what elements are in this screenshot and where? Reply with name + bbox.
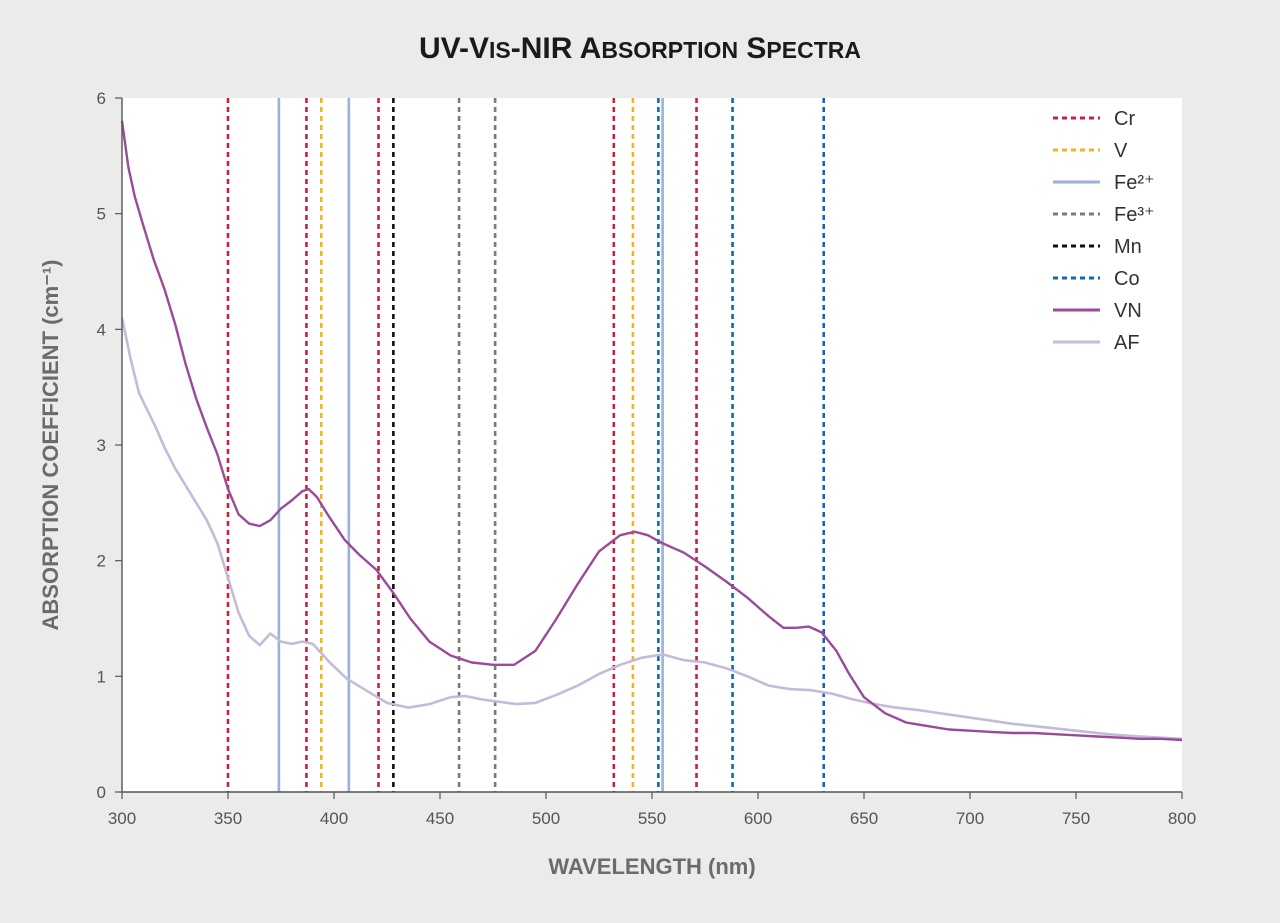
x-tick-label-550: 550 — [638, 809, 666, 828]
x-tick-label-700: 700 — [956, 809, 984, 828]
legend-label-co: Co — [1114, 268, 1140, 290]
x-tick-label-500: 500 — [532, 809, 560, 828]
legend-label-vn: VN — [1114, 300, 1142, 322]
x-tick-label-650: 650 — [850, 809, 878, 828]
series-group — [120, 120, 1183, 742]
series-af-line — [120, 317, 1183, 741]
x-tick-label-600: 600 — [744, 809, 772, 828]
legend: Cr V Fe²⁺ Fe³⁺ Mn Co VN AF — [1053, 108, 1155, 354]
legend-label-v: V — [1114, 140, 1128, 162]
axes: 300 350 400 450 500 550 600 650 700 750 800 0 1 2 3 4 5 6 — [97, 89, 1197, 828]
y-tick-label-1: 1 — [97, 667, 106, 686]
reference-lines — [226, 98, 826, 792]
y-tick-label-6: 6 — [97, 89, 106, 108]
legend-label-af: AF — [1114, 332, 1140, 354]
x-tick-label-800: 800 — [1168, 809, 1196, 828]
y-tick-label-3: 3 — [97, 436, 106, 455]
x-tick-label-400: 400 — [320, 809, 348, 828]
y-tick-label-0: 0 — [97, 783, 106, 802]
y-tick-label-2: 2 — [97, 552, 106, 571]
plot-area — [122, 98, 1182, 792]
x-tick-label-350: 350 — [214, 809, 242, 828]
legend-label-fe3: Fe³⁺ — [1114, 204, 1155, 226]
x-tick-label-300: 300 — [108, 809, 136, 828]
x-tick-label-450: 450 — [426, 809, 454, 828]
chart-title: UV-VIS-NIR ABSORPTION SPECTRA — [419, 32, 861, 65]
x-axis-label: WAVELENGTH (nm) — [548, 854, 755, 879]
y-tick-label-4: 4 — [97, 320, 106, 339]
legend-label-fe2: Fe²⁺ — [1114, 172, 1155, 194]
y-axis-label: ABSORPTION COEFFICIENT (cm⁻¹) — [38, 260, 63, 631]
x-tick-label-750: 750 — [1062, 809, 1090, 828]
legend-label-mn: Mn — [1114, 236, 1142, 258]
series-vn-line — [120, 120, 1183, 742]
legend-label-cr: Cr — [1114, 108, 1135, 130]
y-tick-label-5: 5 — [97, 205, 106, 224]
